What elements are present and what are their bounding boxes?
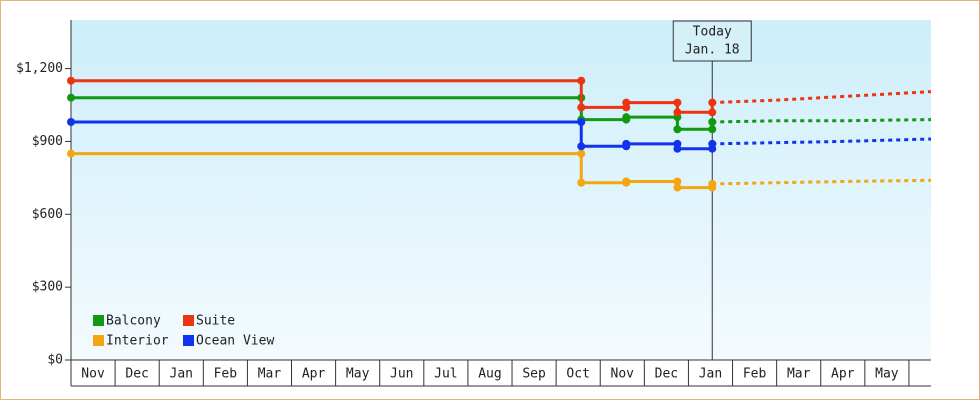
price-point bbox=[67, 149, 75, 158]
month-label: Nov bbox=[81, 367, 105, 382]
month-label: Jan bbox=[699, 367, 722, 382]
month-label: Nov bbox=[611, 367, 635, 382]
legend-swatch bbox=[93, 335, 104, 346]
y-tick-label: $300 bbox=[32, 280, 63, 295]
forecast-line bbox=[712, 90, 932, 105]
y-tick-label: $1,200 bbox=[16, 61, 63, 76]
month-label: Feb bbox=[214, 367, 238, 382]
month-label: Mar bbox=[787, 367, 811, 382]
price-point bbox=[577, 76, 586, 85]
month-label: Sep bbox=[522, 367, 546, 382]
y-tick-label: $0 bbox=[47, 353, 63, 368]
price-point bbox=[577, 178, 586, 187]
price-point bbox=[622, 139, 631, 148]
month-label: Jan bbox=[170, 367, 193, 382]
month-label: May bbox=[875, 367, 899, 382]
price-point bbox=[673, 108, 682, 117]
price-point bbox=[622, 113, 631, 122]
month-label: Apr bbox=[302, 367, 326, 382]
price-point bbox=[708, 108, 717, 117]
forecast-line bbox=[712, 178, 932, 186]
legend-label: Ocean View bbox=[196, 334, 274, 349]
price-point bbox=[622, 177, 631, 186]
price-point bbox=[708, 98, 717, 107]
today-label: Jan. 18 bbox=[685, 43, 740, 58]
price-point bbox=[708, 179, 717, 188]
forecast-line bbox=[712, 137, 932, 146]
month-label: Feb bbox=[743, 367, 767, 382]
month-label: Jul bbox=[434, 367, 457, 382]
plot-area bbox=[71, 20, 931, 360]
price-point bbox=[577, 142, 586, 151]
price-point bbox=[673, 98, 682, 107]
month-label: Mar bbox=[258, 367, 282, 382]
y-tick-label: $900 bbox=[32, 134, 63, 149]
price-point bbox=[673, 177, 682, 186]
price-point bbox=[67, 93, 75, 102]
legend-swatch bbox=[183, 315, 194, 326]
month-label: Jun bbox=[390, 367, 413, 382]
price-point bbox=[708, 125, 717, 134]
price-point bbox=[673, 183, 682, 192]
month-label: Oct bbox=[566, 367, 589, 382]
price-point bbox=[708, 139, 717, 148]
month-label: Dec bbox=[655, 367, 678, 382]
price-point bbox=[673, 144, 682, 153]
legend-swatch bbox=[93, 315, 104, 326]
price-point bbox=[577, 149, 586, 158]
legend-label: Interior bbox=[106, 334, 169, 349]
forecast-line bbox=[712, 118, 932, 124]
month-label: Apr bbox=[831, 367, 855, 382]
month-label: Aug bbox=[478, 367, 501, 382]
legend-swatch bbox=[183, 335, 194, 346]
legend-label: Balcony bbox=[106, 314, 161, 329]
today-label: Today bbox=[693, 25, 732, 40]
y-tick-label: $600 bbox=[32, 207, 63, 222]
legend-label: Suite bbox=[196, 314, 235, 329]
today-box bbox=[672, 20, 752, 62]
month-label: Dec bbox=[125, 367, 148, 382]
price-point bbox=[67, 118, 75, 126]
price-point bbox=[673, 125, 682, 134]
price-point bbox=[708, 118, 717, 126]
price-point bbox=[577, 118, 586, 126]
month-label: May bbox=[346, 367, 370, 382]
price-point bbox=[67, 76, 75, 85]
price-point bbox=[577, 103, 586, 112]
price-point bbox=[622, 98, 631, 107]
